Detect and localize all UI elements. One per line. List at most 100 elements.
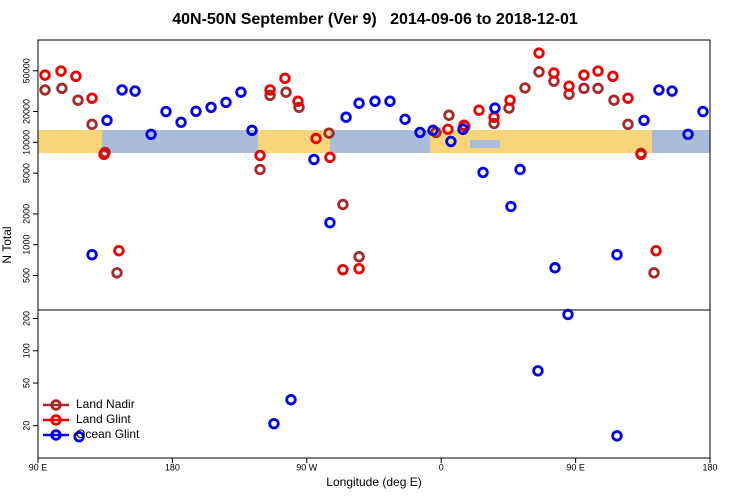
point [414, 126, 426, 139]
point [353, 251, 365, 263]
point [279, 72, 291, 85]
legend-label: Ocean Glint [76, 427, 140, 441]
legend-marker [50, 429, 62, 441]
point [86, 249, 98, 261]
point [190, 105, 202, 118]
point [608, 94, 620, 106]
point [697, 105, 709, 118]
x-tick-label: 180 [702, 462, 717, 472]
point [324, 216, 336, 229]
point [648, 267, 660, 279]
x-tick-label: 180 [165, 462, 180, 472]
point [505, 200, 517, 213]
y-tick-label: 200 [21, 311, 31, 326]
y-tick-label: 50 [21, 378, 31, 388]
point [514, 163, 526, 176]
point [445, 135, 457, 148]
point [293, 101, 305, 113]
map-strip [38, 130, 710, 153]
point [533, 66, 545, 78]
y-tick-label: 5000 [21, 163, 31, 183]
point [353, 262, 365, 275]
point [323, 127, 335, 139]
point [310, 132, 322, 145]
y-tick-label: 10000 [21, 130, 31, 155]
x-tick-label: 0 [439, 462, 444, 472]
point [399, 113, 411, 125]
point [457, 123, 469, 136]
point [324, 151, 336, 164]
x-axis-label: Longitude (deg E) [326, 475, 421, 489]
y-tick-label: 500 [21, 268, 31, 283]
point [473, 104, 485, 116]
point [592, 82, 604, 95]
point [73, 430, 85, 443]
point [427, 124, 439, 137]
legend-marker [50, 414, 62, 426]
point [98, 148, 110, 161]
legend-marker [50, 399, 62, 411]
point [488, 111, 500, 123]
point [622, 118, 634, 131]
y-tick-label: 50000 [21, 58, 31, 83]
y-tick-label: 20 [21, 421, 31, 431]
point [340, 111, 352, 123]
point [337, 198, 349, 211]
x-tick-label: 90 E [566, 462, 585, 472]
point [101, 114, 113, 127]
point [111, 267, 123, 279]
y-tick-label: 2000 [21, 204, 31, 224]
point [70, 70, 82, 82]
point [205, 101, 217, 113]
point [254, 149, 266, 162]
point [384, 95, 396, 107]
point [337, 263, 349, 276]
y-tick-label: 20000 [21, 99, 31, 124]
point [292, 95, 304, 107]
point [86, 92, 98, 104]
y-axis-label: N Total [0, 226, 14, 263]
point [369, 95, 381, 107]
x-tick-label: 90 W [296, 462, 318, 472]
legend-label: Land Glint [76, 412, 131, 426]
point [443, 109, 455, 121]
point [653, 84, 665, 96]
point [129, 85, 141, 97]
plot-frame [37, 309, 711, 459]
point [578, 69, 590, 81]
point [666, 85, 678, 97]
point [638, 114, 650, 127]
point [264, 84, 276, 96]
point [268, 417, 280, 430]
point [86, 118, 98, 131]
point [246, 124, 258, 137]
point [489, 102, 501, 114]
point [116, 84, 128, 96]
point [563, 80, 575, 92]
point [308, 153, 320, 166]
legend-label: Land Nadir [76, 397, 135, 411]
chart-title: 40N-50N September (Ver 9) 2014-09-06 to … [172, 11, 578, 28]
point [55, 65, 67, 77]
point [622, 92, 634, 104]
y-tick-label: 1000 [21, 235, 31, 255]
point [607, 70, 619, 82]
point [532, 365, 544, 377]
point [477, 166, 489, 179]
point [611, 430, 623, 442]
point [113, 244, 125, 257]
point [39, 69, 51, 81]
x-tick-label: 90 E [29, 462, 48, 472]
point [56, 82, 68, 95]
point [548, 67, 560, 79]
y-tick-label: 100 [21, 343, 31, 358]
point [682, 128, 694, 141]
point [504, 94, 516, 106]
point [635, 148, 647, 161]
point [72, 94, 84, 106]
point [264, 89, 276, 102]
point [592, 65, 604, 77]
point [578, 82, 590, 95]
point [285, 393, 297, 406]
